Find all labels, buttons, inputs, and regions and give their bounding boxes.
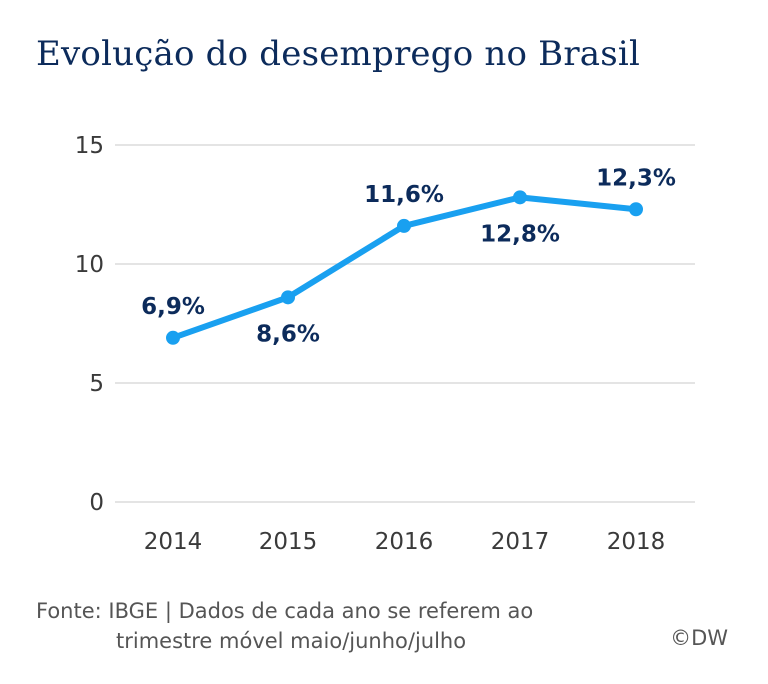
data-label-2018: 12,3% bbox=[596, 165, 676, 191]
data-point-2014 bbox=[166, 330, 180, 345]
data-label-2017: 12,8% bbox=[480, 221, 560, 247]
data-label-2016: 11,6% bbox=[364, 182, 444, 208]
y-tick-label-15: 15 bbox=[75, 133, 104, 159]
data-point-2016 bbox=[397, 218, 411, 233]
data-point-2017 bbox=[513, 190, 527, 205]
source-line-1: Fonte: IBGE | Dados de cada ano se refer… bbox=[36, 599, 534, 623]
data-label-2015: 8,6% bbox=[256, 321, 320, 347]
x-tick-label-2018: 2018 bbox=[607, 529, 666, 555]
data-label-2014: 6,9% bbox=[141, 294, 205, 320]
y-tick-label-5: 5 bbox=[89, 371, 104, 397]
copyright-credit: ©DW bbox=[670, 626, 728, 650]
data-labels: 6,9% 8,6% 11,6% 12,8% 12,3% bbox=[141, 165, 676, 347]
grid bbox=[115, 144, 695, 503]
data-points bbox=[166, 190, 643, 345]
data-point-2018 bbox=[629, 202, 643, 217]
data-point-2015 bbox=[281, 290, 295, 305]
x-tick-label-2016: 2016 bbox=[375, 529, 434, 555]
x-tick-label-2017: 2017 bbox=[491, 529, 550, 555]
x-tick-label-2014: 2014 bbox=[144, 529, 203, 555]
y-tick-label-10: 10 bbox=[75, 252, 104, 278]
y-axis-ticks: 0 5 10 15 bbox=[75, 133, 104, 516]
series-line-layer bbox=[170, 194, 639, 341]
line-chart: 0 5 10 15 2014 2015 2016 2017 2018 6,9% 8,6% 11,6… bbox=[75, 133, 695, 555]
x-tick-label-2015: 2015 bbox=[259, 529, 318, 555]
x-axis-ticks: 2014 2015 2016 2017 2018 bbox=[144, 529, 666, 555]
source-note: Fonte: IBGE | Dados de cada ano se refer… bbox=[36, 596, 533, 656]
series-line bbox=[170, 194, 639, 341]
source-line-2: trimestre móvel maio/junho/julho bbox=[116, 629, 467, 653]
chart-title: Evolução do desemprego no Brasil bbox=[36, 34, 641, 74]
y-tick-label-0: 0 bbox=[89, 490, 104, 516]
